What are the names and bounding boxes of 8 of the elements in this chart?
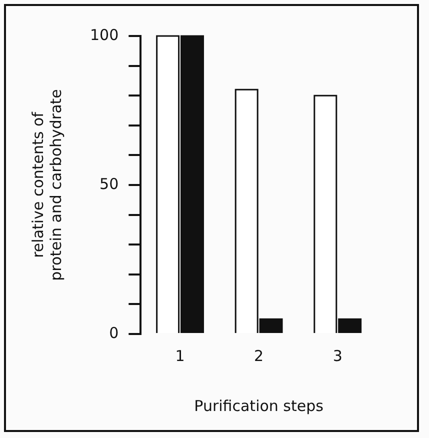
y-tick-label: 0	[109, 324, 119, 342]
x-tick-label: 2	[254, 346, 264, 365]
y-tick-label: 50	[100, 174, 119, 193]
x-tick-label: 3	[332, 346, 342, 365]
x-tick-label: 1	[175, 346, 185, 365]
y-tick-label: 100	[90, 26, 119, 44]
x-axis-title: Purification steps	[194, 396, 324, 415]
y-axis-title: relative contents of protein and carbohydrate	[28, 89, 65, 281]
